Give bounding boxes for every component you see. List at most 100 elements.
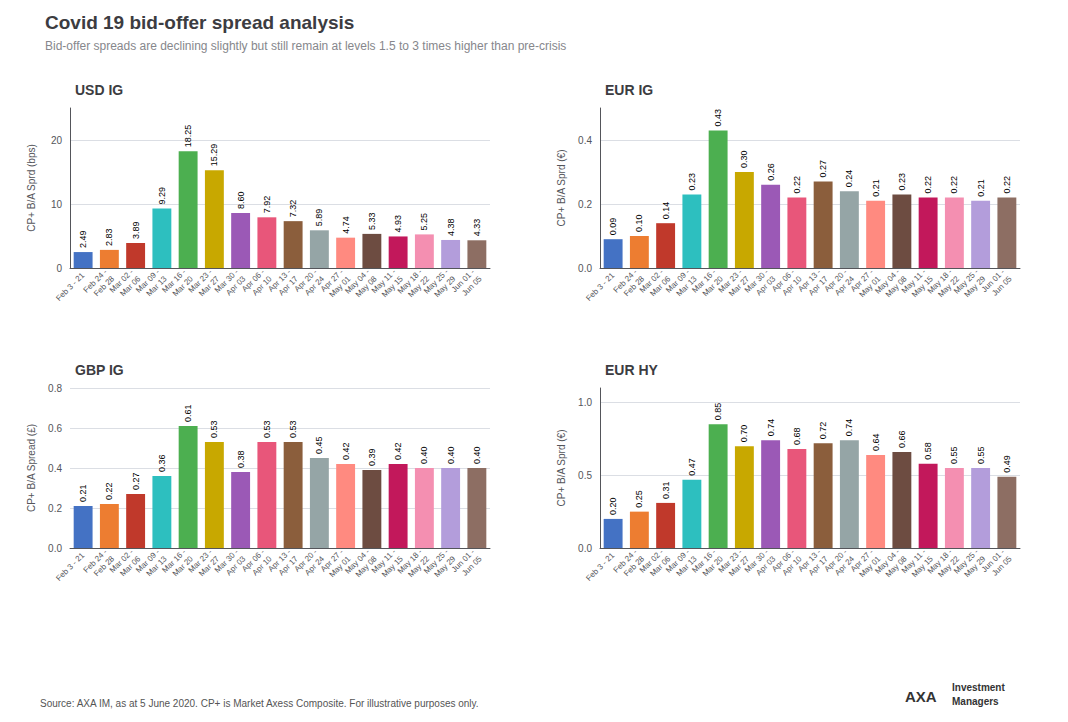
svg-text:0.2: 0.2 (48, 503, 62, 514)
svg-text:Jun 05: Jun 05 (460, 274, 484, 298)
svg-text:0.21: 0.21 (976, 179, 986, 197)
svg-text:GBP IG: GBP IG (75, 362, 124, 378)
svg-text:7.92: 7.92 (262, 196, 272, 214)
svg-text:0.22: 0.22 (104, 482, 114, 500)
svg-text:Feb 3 - 21: Feb 3 - 21 (54, 550, 86, 582)
svg-text:9.29: 9.29 (157, 187, 167, 205)
svg-text:2.49: 2.49 (78, 231, 88, 249)
svg-text:CP+ B/A Sprd (€): CP+ B/A Sprd (€) (556, 150, 567, 227)
svg-text:0.70: 0.70 (739, 425, 749, 443)
svg-text:5.33: 5.33 (367, 212, 377, 230)
svg-text:0.0: 0.0 (48, 543, 62, 554)
svg-text:0.26: 0.26 (766, 163, 776, 181)
svg-text:0.8: 0.8 (48, 383, 62, 394)
svg-text:0.2: 0.2 (578, 199, 592, 210)
svg-text:2.83: 2.83 (104, 228, 114, 246)
svg-text:Managers: Managers (952, 696, 999, 707)
svg-text:4.93: 4.93 (393, 215, 403, 233)
svg-text:0.66: 0.66 (897, 430, 907, 448)
svg-text:0.24: 0.24 (844, 170, 854, 188)
svg-text:0.49: 0.49 (1002, 455, 1012, 473)
svg-text:0.0: 0.0 (578, 543, 592, 554)
svg-text:0.4: 0.4 (578, 135, 592, 146)
svg-text:0.64: 0.64 (871, 433, 881, 451)
svg-text:5.89: 5.89 (314, 209, 324, 227)
svg-text:0.09: 0.09 (608, 218, 618, 236)
svg-text:0.72: 0.72 (818, 422, 828, 440)
svg-text:18.25: 18.25 (183, 125, 193, 148)
svg-text:0.40: 0.40 (446, 446, 456, 464)
svg-text:0.58: 0.58 (923, 442, 933, 460)
svg-text:7.32: 7.32 (288, 200, 298, 218)
svg-text:Covid 19 bid-offer spread anal: Covid 19 bid-offer spread analysis (45, 12, 354, 33)
svg-text:0.23: 0.23 (687, 173, 697, 191)
svg-text:0.40: 0.40 (472, 446, 482, 464)
svg-text:Feb 3 - 21: Feb 3 - 21 (584, 270, 616, 302)
svg-text:0.20: 0.20 (608, 497, 618, 515)
svg-text:0.0: 0.0 (578, 263, 592, 274)
svg-text:0.68: 0.68 (792, 428, 802, 446)
svg-text:0.55: 0.55 (949, 446, 959, 464)
svg-text:0: 0 (56, 263, 62, 274)
svg-text:4.38: 4.38 (446, 218, 456, 236)
svg-text:0.36: 0.36 (157, 454, 167, 472)
svg-text:USD IG: USD IG (75, 82, 123, 98)
svg-text:0.25: 0.25 (634, 490, 644, 508)
svg-text:4.74: 4.74 (341, 216, 351, 234)
svg-text:0.43: 0.43 (713, 109, 723, 127)
svg-text:15.29: 15.29 (209, 144, 219, 167)
svg-text:0.10: 0.10 (634, 214, 644, 232)
svg-text:0.61: 0.61 (183, 404, 193, 422)
svg-text:0.45: 0.45 (314, 436, 324, 454)
svg-text:3.89: 3.89 (131, 222, 141, 240)
svg-text:0.85: 0.85 (713, 403, 723, 421)
svg-text:0.23: 0.23 (897, 173, 907, 191)
svg-text:0.38: 0.38 (236, 450, 246, 468)
svg-text:0.39: 0.39 (367, 448, 377, 466)
svg-text:0.22: 0.22 (792, 176, 802, 194)
svg-text:Jun 05: Jun 05 (990, 274, 1014, 298)
svg-text:0.47: 0.47 (687, 458, 697, 476)
svg-text:0.53: 0.53 (209, 420, 219, 438)
svg-text:0.74: 0.74 (766, 419, 776, 437)
svg-text:5.25: 5.25 (419, 213, 429, 231)
svg-text:4.33: 4.33 (472, 219, 482, 237)
svg-text:10: 10 (51, 199, 63, 210)
svg-text:0.53: 0.53 (288, 420, 298, 438)
svg-text:0.22: 0.22 (1002, 176, 1012, 194)
svg-text:CP+ B/A Sprd (€): CP+ B/A Sprd (€) (556, 430, 567, 507)
svg-text:0.22: 0.22 (923, 176, 933, 194)
svg-text:8.60: 8.60 (236, 191, 246, 209)
svg-text:AXA: AXA (905, 688, 937, 705)
svg-text:0.31: 0.31 (661, 481, 671, 499)
svg-text:20: 20 (51, 135, 63, 146)
svg-text:Source: AXA IM, as at 5 June 2: Source: AXA IM, as at 5 June 2020. CP+ i… (40, 698, 479, 709)
svg-text:0.42: 0.42 (393, 442, 403, 460)
svg-text:0.55: 0.55 (976, 446, 986, 464)
svg-text:1.0: 1.0 (578, 397, 592, 408)
svg-text:Jun 05: Jun 05 (460, 554, 484, 578)
svg-text:Feb 3 - 21: Feb 3 - 21 (54, 270, 86, 302)
svg-text:EUR IG: EUR IG (605, 82, 653, 98)
svg-text:0.40: 0.40 (419, 446, 429, 464)
svg-text:0.4: 0.4 (48, 463, 62, 474)
svg-text:CP+ B/A Spread (£): CP+ B/A Spread (£) (26, 424, 37, 512)
svg-text:Jun 05: Jun 05 (990, 554, 1014, 578)
svg-text:Investment: Investment (952, 682, 1005, 693)
svg-text:CP+ B/A Sprd (bps): CP+ B/A Sprd (bps) (26, 144, 37, 232)
svg-text:0.21: 0.21 (78, 484, 88, 502)
svg-text:0.27: 0.27 (818, 160, 828, 178)
svg-text:Feb 3 - 21: Feb 3 - 21 (584, 550, 616, 582)
svg-text:0.21: 0.21 (871, 179, 881, 197)
svg-text:0.74: 0.74 (844, 419, 854, 437)
svg-text:0.42: 0.42 (341, 442, 351, 460)
svg-text:0.53: 0.53 (262, 420, 272, 438)
svg-text:0.27: 0.27 (131, 472, 141, 490)
svg-text:0.6: 0.6 (48, 423, 62, 434)
svg-text:EUR HY: EUR HY (605, 362, 659, 378)
svg-text:0.30: 0.30 (739, 150, 749, 168)
svg-text:0.22: 0.22 (949, 176, 959, 194)
svg-text:0.5: 0.5 (578, 470, 592, 481)
svg-text:Bid-offer spreads are declinin: Bid-offer spreads are declining slightly… (45, 39, 566, 53)
svg-text:0.14: 0.14 (661, 202, 671, 220)
